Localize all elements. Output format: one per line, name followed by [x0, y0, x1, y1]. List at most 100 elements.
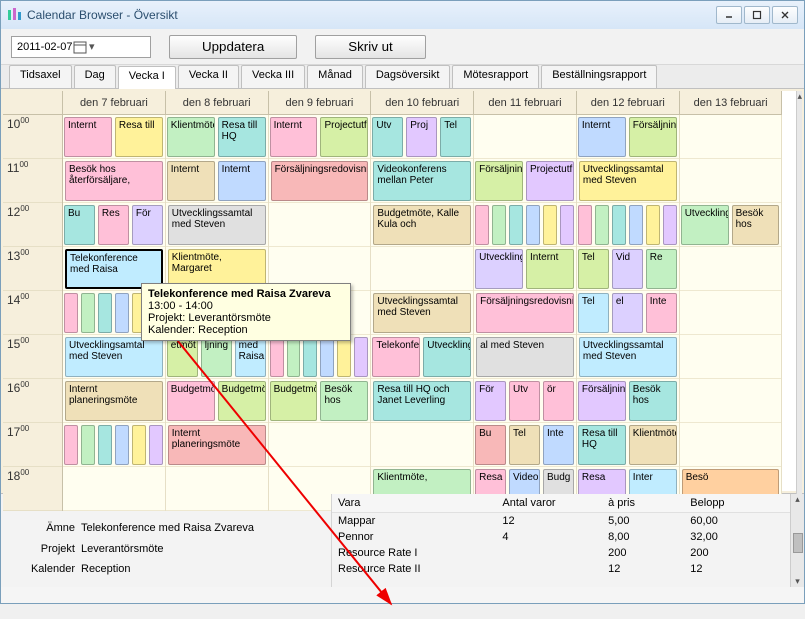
detail-scrollbar[interactable]: ▴▾	[790, 494, 804, 587]
calendar-event[interactable]: Internt planeringsmöte	[168, 425, 266, 465]
date-picker[interactable]: 2011-02-07 ▾	[11, 36, 151, 58]
calendar-event[interactable]: ljning	[201, 337, 232, 377]
calendar-event[interactable]	[81, 293, 95, 333]
calendar-event[interactable]: Internt	[64, 117, 112, 157]
calendar-event[interactable]: Tel	[440, 117, 471, 157]
table-row[interactable]: Pennor48,0032,00	[332, 529, 804, 545]
tab-beställningsrapport[interactable]: Beställningsrapport	[541, 65, 657, 88]
calendar-event[interactable]	[560, 205, 574, 245]
calendar-event[interactable]: el	[612, 293, 643, 333]
calendar-event[interactable]	[287, 337, 301, 377]
calendar-event[interactable]: Internt	[270, 117, 318, 157]
calendar-event[interactable]	[98, 293, 112, 333]
col-header[interactable]: Vara	[332, 494, 496, 512]
calendar-event[interactable]: Res	[98, 205, 129, 245]
calendar-event[interactable]: etmöt	[167, 337, 198, 377]
calendar-event[interactable]: Utvecklingssamtal med Steven	[579, 161, 677, 201]
calendar-event[interactable]	[543, 205, 557, 245]
calendar-event[interactable]: Försäljning	[629, 117, 677, 157]
tab-dag[interactable]: Dag	[74, 65, 116, 88]
calendar-event[interactable]	[81, 425, 95, 465]
print-button[interactable]: Skriv ut	[315, 35, 425, 59]
calendar-event[interactable]: Utvecklingssamtal med Steven	[373, 293, 471, 333]
table-row[interactable]: Resource Rate II1212	[332, 561, 804, 577]
tab-vecka-iii[interactable]: Vecka III	[241, 65, 305, 88]
calendar-event[interactable]	[492, 205, 506, 245]
calendar-event[interactable]	[98, 425, 112, 465]
calendar-event[interactable]	[578, 205, 592, 245]
calendar-event[interactable]	[64, 293, 78, 333]
tab-tidsaxel[interactable]: Tidsaxel	[9, 65, 72, 88]
tab-vecka-ii[interactable]: Vecka II	[178, 65, 239, 88]
calendar-event[interactable]: Internt planeringsmöte	[65, 381, 163, 421]
calendar-event[interactable]: Resa till	[115, 117, 163, 157]
update-button[interactable]: Uppdatera	[169, 35, 297, 59]
calendar-event[interactable]	[475, 205, 489, 245]
calendar-event[interactable]: Utv	[372, 117, 403, 157]
calendar-event[interactable]: Resa till HQ	[218, 117, 266, 157]
calendar-event[interactable]: Budgetmöte, Kalle Kula och	[373, 205, 471, 245]
calendar-event[interactable]: Bu	[475, 425, 506, 465]
calendar-event[interactable]: Inte	[543, 425, 574, 465]
calendar-event[interactable]: Försäljning	[578, 381, 626, 421]
calendar-event[interactable]: Tel	[578, 293, 609, 333]
calendar-event[interactable]: Utv	[509, 381, 540, 421]
table-row[interactable]: Mappar125,0060,00	[332, 513, 804, 529]
calendar-event[interactable]	[320, 337, 334, 377]
calendar-event[interactable]	[595, 205, 609, 245]
calendar-event[interactable]: Besök hos återförsäljare,	[65, 161, 163, 201]
calendar-event[interactable]: Projectutf	[320, 117, 368, 157]
tab-dagsöversikt[interactable]: Dagsöversikt	[365, 65, 451, 88]
calendar-event[interactable]: Besök hos	[629, 381, 677, 421]
calendar-event[interactable]: För	[132, 205, 163, 245]
calendar-event[interactable]: Klientmöte	[629, 425, 677, 465]
calendar-event[interactable]: med Raisa	[235, 337, 266, 377]
calendar-event[interactable]: Besök hos	[732, 205, 780, 245]
calendar-event[interactable]: Resa till HQ	[578, 425, 626, 465]
calendar-event[interactable]: Budgetmöt	[270, 381, 318, 421]
tab-vecka-i[interactable]: Vecka I	[118, 66, 176, 89]
calendar-event[interactable]	[303, 337, 317, 377]
calendar-event[interactable]	[663, 205, 677, 245]
calendar-event[interactable]: Tel	[578, 249, 609, 289]
calendar-event[interactable]: Utvecklings	[681, 205, 729, 245]
calendar-event[interactable]	[612, 205, 626, 245]
calendar-event[interactable]: Resa till HQ och Janet Leverling	[373, 381, 471, 421]
close-button[interactable]	[772, 6, 798, 24]
calendar-event[interactable]: ör	[543, 381, 574, 421]
calendar-event[interactable]: Budgetmöt	[218, 381, 266, 421]
calendar-event[interactable]: Re	[646, 249, 677, 289]
calendar-event[interactable]: Videokonferens mellan Peter	[373, 161, 471, 201]
minimize-button[interactable]	[716, 6, 742, 24]
calendar-event[interactable]: Vid	[612, 249, 643, 289]
calendar-event[interactable]	[115, 293, 129, 333]
calendar-event[interactable]: Utvecklings	[475, 249, 523, 289]
calendar-event[interactable]: Utveckling	[423, 337, 471, 377]
calendar-event[interactable]	[354, 337, 368, 377]
calendar-event[interactable]: Besök hos	[320, 381, 368, 421]
calendar-event[interactable]: Budgetmöt	[167, 381, 215, 421]
calendar-event[interactable]: Försäljning	[475, 161, 523, 201]
calendar-event[interactable]: Inte	[646, 293, 677, 333]
calendar-event[interactable]: Bu	[64, 205, 95, 245]
maximize-button[interactable]	[744, 6, 770, 24]
calendar-event[interactable]: För	[475, 381, 506, 421]
calendar-event[interactable]	[132, 425, 146, 465]
calendar-event[interactable]	[526, 205, 540, 245]
calendar-event[interactable]	[64, 425, 78, 465]
calendar-event[interactable]: Projectutf	[526, 161, 574, 201]
calendar-event[interactable]: Utvecklingsamtal med Steven	[65, 337, 163, 377]
calendar-event[interactable]: Tel	[509, 425, 540, 465]
col-header[interactable]: Belopp	[684, 494, 790, 512]
calendar-event[interactable]	[337, 337, 351, 377]
calendar-event[interactable]	[115, 425, 129, 465]
calendar-event[interactable]	[629, 205, 643, 245]
col-header[interactable]: à pris	[602, 494, 684, 512]
table-row[interactable]: Resource Rate I200200	[332, 545, 804, 561]
tab-månad[interactable]: Månad	[307, 65, 363, 88]
calendar-event[interactable]: Internt	[526, 249, 574, 289]
calendar-event[interactable]	[646, 205, 660, 245]
calendar-event[interactable]: al med Steven	[476, 337, 574, 377]
calendar-event[interactable]: Proj	[406, 117, 437, 157]
tab-mötesrapport[interactable]: Mötesrapport	[452, 65, 539, 88]
